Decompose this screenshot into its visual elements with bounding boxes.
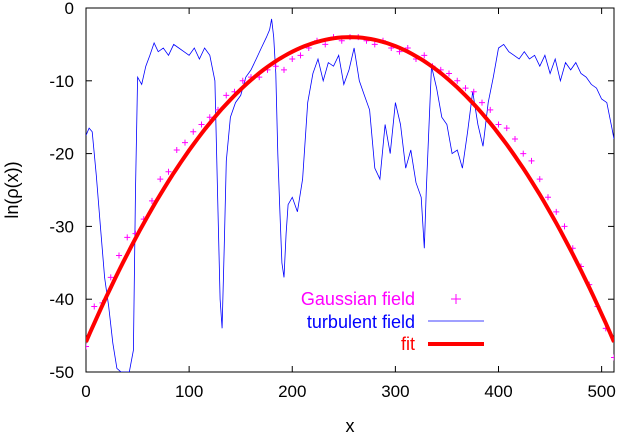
gaussian-point: [116, 252, 122, 259]
gaussian-point: [536, 176, 543, 183]
gaussian-point: [173, 146, 180, 153]
gaussian-point: [107, 274, 114, 281]
gaussian-point: [322, 41, 329, 48]
ticks: 0 100 200 300 400 500 0 -10 -20 -30 -40 -50: [49, 0, 615, 401]
gaussian-point: [272, 63, 279, 70]
y-tick-label: -20: [49, 145, 74, 164]
gaussian-point: [487, 106, 494, 113]
gaussian-point: [520, 150, 527, 157]
y-tick-label: -40: [49, 290, 74, 309]
gaussian-point: [462, 85, 469, 92]
gaussian-point: [157, 176, 164, 183]
x-tick-label: 300: [381, 382, 409, 401]
gaussian-point: [553, 208, 560, 215]
gaussian-point: [281, 66, 287, 73]
y-axis-label: ln(ρ(x)): [2, 161, 22, 218]
gaussian-point: [503, 125, 510, 132]
gaussian-point: [421, 52, 428, 59]
gaussian-point: [297, 52, 304, 59]
gaussian-point: [454, 77, 461, 84]
gaussian-point: [470, 88, 477, 95]
gaussian-point: [289, 55, 296, 62]
series-layer: [86, 18, 614, 372]
gaussian-point: [86, 343, 89, 350]
x-tick-label: 500: [587, 382, 615, 401]
plot-frame: [85, 7, 615, 373]
x-tick-label: 100: [175, 382, 203, 401]
gaussian-point: [611, 354, 614, 361]
y-tick-label: -50: [49, 363, 74, 382]
gaussian-point: [190, 128, 197, 135]
x-tick-label: 0: [81, 382, 90, 401]
y-tick-label: 0: [65, 0, 74, 18]
gaussian-point: [149, 197, 155, 204]
gaussian-point: [561, 223, 568, 230]
gaussian-point: [165, 168, 172, 175]
legend-label-turbulent: turbulent field: [307, 312, 415, 332]
legend-label-gaussian: Gaussian field: [301, 289, 415, 309]
gaussian-point: [479, 99, 485, 106]
gaussian-point: [446, 70, 452, 77]
fit-line: [86, 35, 614, 343]
gaussian-point: [239, 77, 246, 84]
x-axis-label: x: [346, 416, 355, 435]
gaussian-point: [91, 303, 98, 310]
turbulent-field-line: [86, 18, 614, 372]
gaussian-point: [206, 114, 213, 121]
legend-marker-gaussian: [451, 294, 461, 304]
gaussian-point: [198, 121, 205, 128]
x-tick-label: 200: [278, 382, 306, 401]
legend: Gaussian field turbulent field fit: [301, 289, 484, 354]
x-tick-label: 400: [484, 382, 512, 401]
gaussian-point: [512, 136, 518, 143]
gaussian-point: [371, 41, 378, 48]
y-tick-label: -30: [49, 217, 74, 236]
gaussian-point: [495, 121, 502, 128]
gaussian-point: [528, 157, 535, 164]
gaussian-point: [182, 139, 188, 146]
gaussian-point: [545, 194, 551, 201]
legend-label-fit: fit: [401, 334, 415, 354]
gaussian-point: [124, 234, 131, 241]
y-tick-label: -10: [49, 72, 74, 91]
gaussian-point: [223, 92, 230, 99]
